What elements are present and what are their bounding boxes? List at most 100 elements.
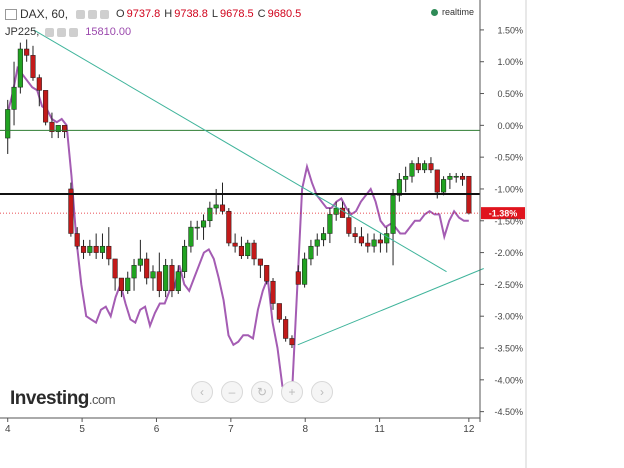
overlays: -1.38% xyxy=(0,29,525,346)
y-tick-label: 0.50% xyxy=(497,89,523,99)
minus-icon[interactable]: – xyxy=(221,381,243,403)
candle-up xyxy=(327,214,333,234)
candle-up xyxy=(137,258,143,266)
candle-up xyxy=(200,220,207,228)
current-price-badge xyxy=(481,207,525,220)
candle-up xyxy=(409,163,415,177)
candle-up xyxy=(11,86,17,110)
candle-up xyxy=(333,207,339,215)
candle-down xyxy=(144,258,150,279)
low-key: L xyxy=(211,8,218,20)
candle-down xyxy=(93,245,99,253)
settings-icon[interactable] xyxy=(76,9,86,19)
candle-down xyxy=(106,245,112,260)
collapse-icon[interactable] xyxy=(5,8,17,20)
plus-icon[interactable]: + xyxy=(281,381,303,403)
candle-down xyxy=(24,48,30,56)
candle-up xyxy=(182,245,188,272)
candle-down xyxy=(289,338,295,346)
y-tick-label: -0.50% xyxy=(494,153,523,163)
candle-up xyxy=(5,109,11,139)
candle-down xyxy=(118,277,124,292)
x-tick-label: 5 xyxy=(79,424,85,435)
open-value: 9737.8 xyxy=(126,8,161,20)
compare-eye-icon[interactable] xyxy=(45,27,55,37)
candle-down xyxy=(169,265,175,292)
candle-down xyxy=(415,163,421,171)
refresh-icon[interactable]: ↻ xyxy=(251,381,273,403)
candle-up xyxy=(308,245,314,260)
candle-up xyxy=(314,239,320,247)
realtime-label: realtime xyxy=(442,7,475,17)
close-value: 9680.5 xyxy=(267,8,302,20)
candle-up xyxy=(194,226,200,229)
candle-down xyxy=(238,245,244,257)
open-key: O xyxy=(116,8,125,20)
trendline xyxy=(33,29,447,273)
candle-up xyxy=(131,265,137,279)
close-key: C xyxy=(257,8,266,20)
remove-icon[interactable] xyxy=(100,9,110,19)
candle-down xyxy=(219,204,226,212)
candle-up xyxy=(163,265,169,292)
candle-down xyxy=(80,245,87,253)
y-tick-label: -4.50% xyxy=(494,407,523,417)
candle-up xyxy=(188,226,194,247)
x-tick-label: 11 xyxy=(374,424,385,435)
current-price-label: -1.38% xyxy=(489,209,518,219)
candle-down xyxy=(346,217,352,234)
candle-up xyxy=(302,258,308,285)
y-tick-label: -1.50% xyxy=(494,216,523,226)
candle-up xyxy=(207,207,213,222)
candle-up xyxy=(396,179,402,196)
y-tick-label: -3.50% xyxy=(494,344,523,354)
candle-down xyxy=(49,121,55,132)
candle-down xyxy=(295,271,301,285)
chevron-right-icon[interactable]: › xyxy=(311,381,333,403)
candle-up xyxy=(175,271,181,292)
symbol-label: DAX, 60, xyxy=(20,7,69,21)
candle-down xyxy=(276,303,282,320)
candle-up xyxy=(422,163,428,171)
candle-up xyxy=(403,175,409,180)
high-value: 9738.8 xyxy=(174,8,208,20)
candle-down xyxy=(270,280,276,304)
y-tick-label: -1.00% xyxy=(494,184,523,194)
candle-up xyxy=(245,242,251,257)
candle-down xyxy=(428,163,434,171)
y-tick-label: 1.00% xyxy=(497,57,523,67)
candle-up xyxy=(125,277,131,292)
candle-down xyxy=(434,169,440,193)
chevron-left-icon[interactable]: ‹ xyxy=(191,381,213,403)
compare-remove-icon[interactable] xyxy=(69,27,79,37)
candle-down xyxy=(232,242,238,247)
candle-down xyxy=(264,265,270,282)
candle-down xyxy=(352,233,358,237)
candle-down xyxy=(358,236,365,244)
y-tick-label: -2.00% xyxy=(494,248,523,258)
candle-up xyxy=(99,245,106,253)
candle-up xyxy=(55,125,61,132)
candle-up xyxy=(441,179,447,193)
x-tick-label: 8 xyxy=(302,424,308,435)
compare-settings-icon[interactable] xyxy=(57,27,67,37)
candle-down xyxy=(365,242,371,247)
y-tick-label: 0.00% xyxy=(497,121,523,131)
compare-value: 15810.00 xyxy=(85,26,132,38)
candle-up xyxy=(17,48,23,88)
realtime-indicator: realtime xyxy=(431,7,474,17)
properties-icon[interactable] xyxy=(88,9,98,19)
ohlc-legend: DAX, 60, O 9737.8 H 9738.8 L 9678.5 C 9680.5 xyxy=(5,7,301,21)
y-tick-label: -3.00% xyxy=(494,312,523,322)
trendline xyxy=(297,268,484,346)
x-tick-label: 12 xyxy=(463,424,475,435)
candle-down xyxy=(283,319,289,339)
x-tick-label: 6 xyxy=(154,424,160,435)
candle-up xyxy=(453,175,459,178)
candle-down xyxy=(36,77,42,91)
x-tick-label: 4 xyxy=(5,424,11,435)
y-tick-label: -4.00% xyxy=(494,375,523,385)
realtime-dot-icon xyxy=(431,8,438,16)
low-value: 9678.5 xyxy=(219,8,254,20)
